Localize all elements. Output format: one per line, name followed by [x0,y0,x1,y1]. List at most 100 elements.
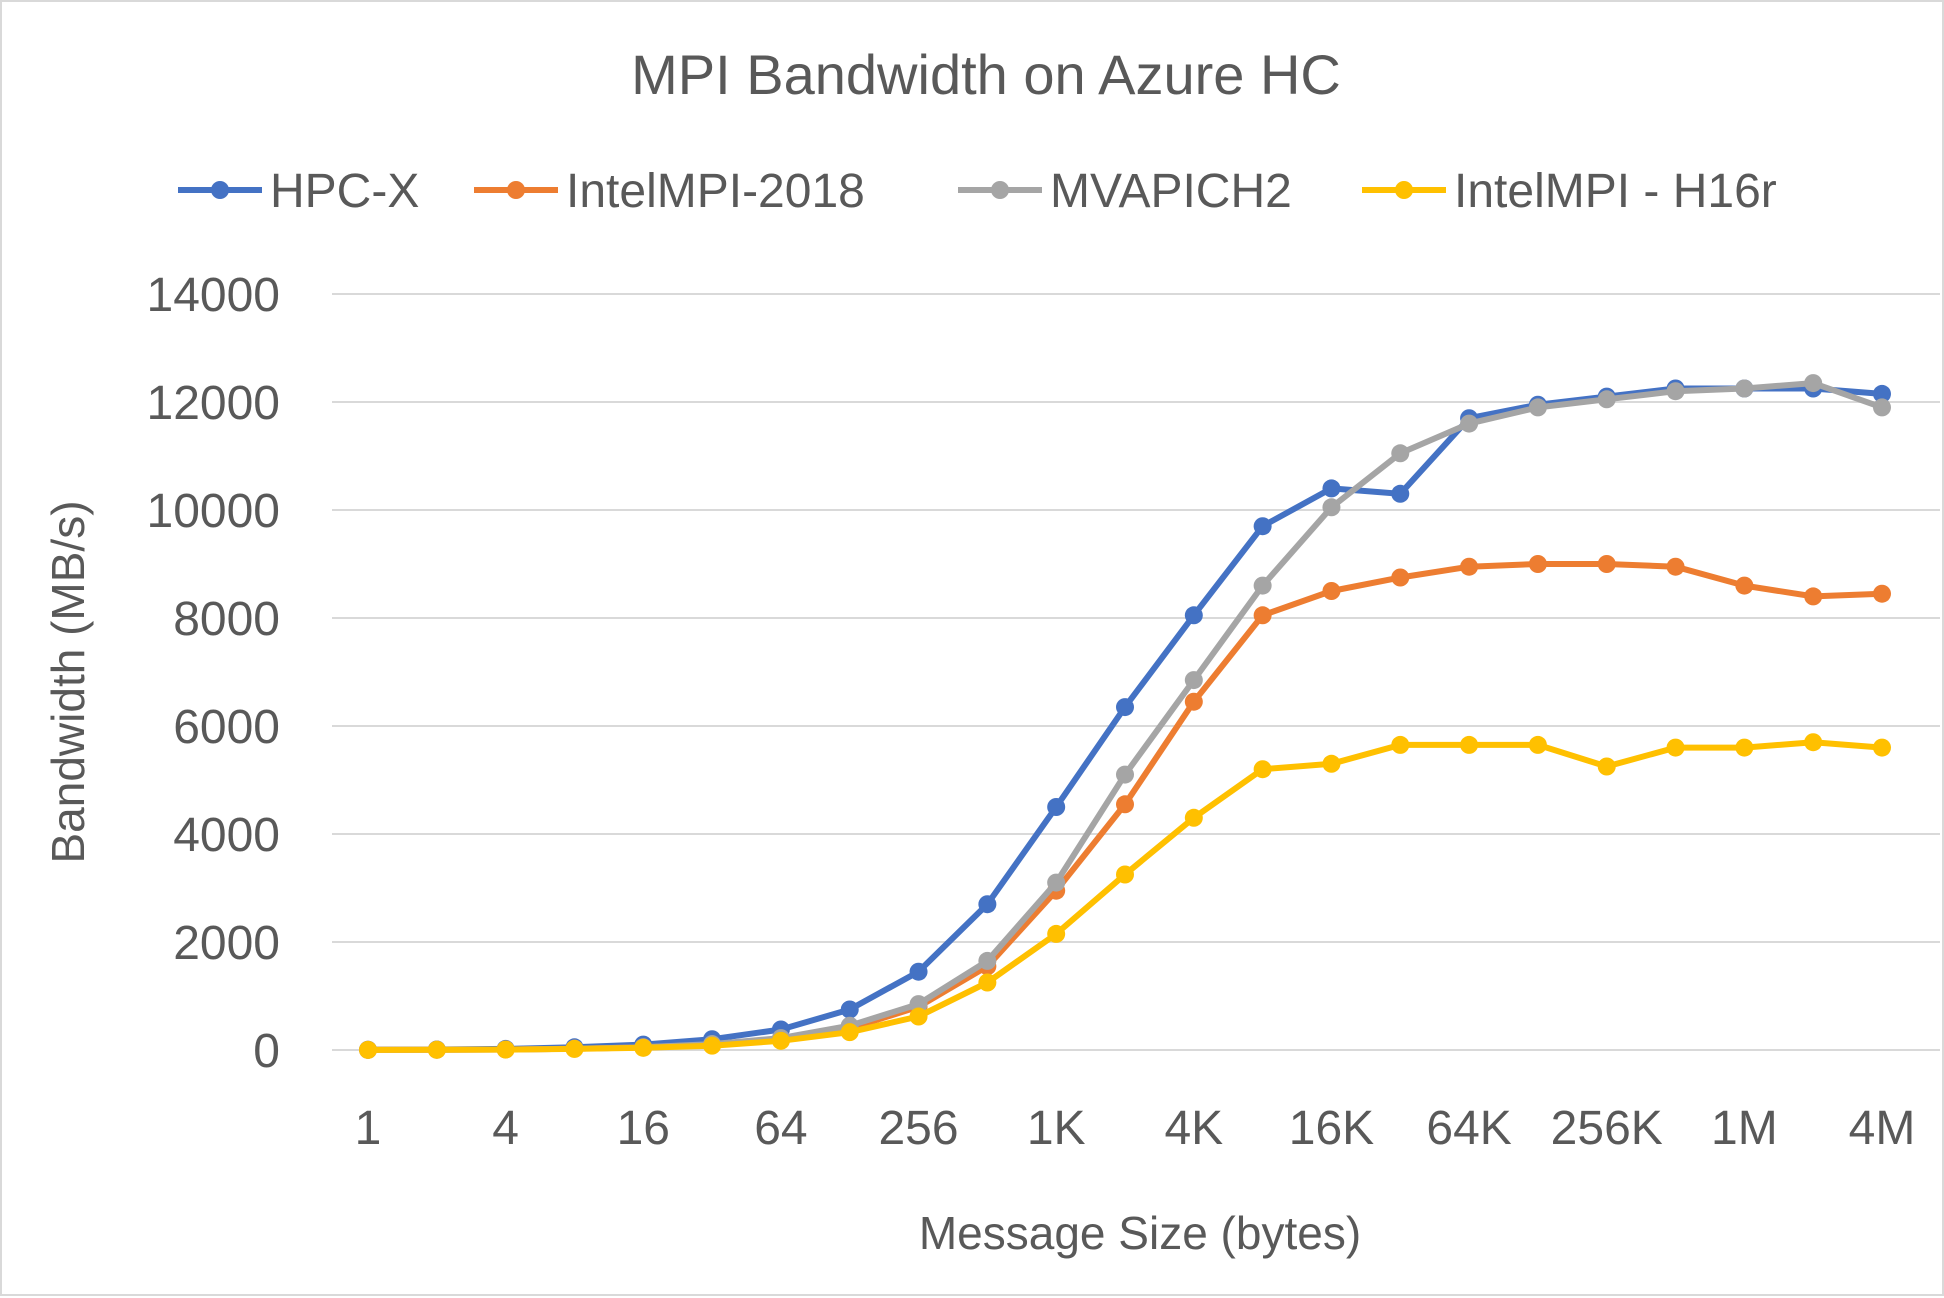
data-point [1116,698,1134,717]
data-point [1873,738,1891,757]
legend: HPC-X IntelMPI-2018 MVAPICH2 IntelMPI - H16… [178,165,1777,218]
y-tick-label: 0 [253,1025,280,1078]
series-intelmpi-2018 [359,555,1891,1059]
y-tick-label: 14000 [147,269,280,322]
data-point [1184,671,1203,690]
data-point [1253,576,1272,595]
data-point [1528,398,1547,417]
series-line [365,385,1885,1053]
x-tick-label: 4M [1849,1102,1916,1155]
data-point [1666,557,1685,576]
data-point [1735,379,1754,398]
data-point [1116,765,1134,784]
data-point [1391,568,1410,587]
series-line [365,739,1885,1053]
data-point [1735,576,1754,595]
y-tick-label: 12000 [147,377,280,430]
data-point [1047,873,1066,892]
data-point [840,1000,859,1019]
y-tick-label: 4000 [173,809,280,862]
series-intelmpi-h16r [359,733,1891,1059]
y-axis-title: Bandwidth (MB/s) [42,500,94,863]
legend-label: IntelMPI-2018 [566,165,865,218]
data-point [1460,414,1479,433]
series-layer [359,374,1891,1059]
data-point [634,1038,653,1057]
data-point [978,973,997,992]
data-point [1322,582,1341,600]
data-point [1253,760,1272,779]
x-tick-label: 1 [355,1102,382,1155]
data-point [1391,484,1410,503]
data-point [496,1040,515,1059]
data-point [1597,757,1616,776]
x-tick-label: 256K [1551,1102,1663,1155]
data-point [1116,865,1134,884]
legend-label: MVAPICH2 [1050,165,1292,218]
y-tick-label: 2000 [173,917,280,970]
x-tick-label: 256 [878,1102,958,1155]
data-point [1528,735,1547,754]
data-point [1460,557,1479,576]
data-point [1391,444,1410,463]
series-line [365,380,1885,1053]
data-point [1047,924,1066,943]
legend-item: HPC-X [178,165,419,218]
data-point [1804,374,1823,393]
series-hpc-x [359,379,1891,1059]
data-point [1597,555,1616,573]
x-axis-title: Message Size (bytes) [919,1207,1361,1259]
chart-title: MPI Bandwidth on Azure HC [631,43,1341,106]
data-point [909,995,928,1014]
data-point [1322,498,1341,517]
x-tick-label: 64 [754,1102,807,1155]
data-point [1666,738,1685,757]
data-point [1873,584,1891,603]
data-point [359,1040,377,1059]
y-tick-label: 8000 [173,593,280,646]
x-tick-label: 16K [1289,1102,1374,1155]
data-point [1116,795,1134,814]
data-point [1804,587,1823,606]
legend-label: IntelMPI - H16r [1454,165,1777,218]
x-tick-label: 4K [1164,1102,1223,1155]
data-point [909,1007,928,1026]
data-point [1322,479,1341,498]
data-point [1804,733,1823,752]
data-point [427,1040,446,1059]
x-tick-label: 64K [1426,1102,1511,1155]
y-axis-ticks: 0 2000 4000 6000 8000 10000 12000 14000 [147,269,280,1078]
x-axis-ticks: 1 4 16 64 256 1K 4K 16K 64K 256K 1M 4M [355,1102,1916,1155]
data-point [1322,754,1341,773]
data-point [1735,738,1754,757]
data-point [840,1023,859,1042]
data-point [1528,555,1547,573]
data-point [771,1031,790,1050]
x-tick-label: 4 [492,1102,519,1155]
x-tick-label: 16 [617,1102,670,1155]
legend-swatch-marker [507,181,525,199]
data-point [1391,735,1410,754]
data-point [1253,517,1272,536]
data-point [1047,798,1066,816]
y-tick-label: 10000 [147,485,280,538]
data-point [1253,606,1272,625]
legend-swatch-marker [991,181,1009,199]
data-point [1184,692,1203,711]
data-point [1184,606,1203,625]
data-point [1460,735,1479,754]
legend-item: MVAPICH2 [958,165,1292,218]
data-point [565,1039,584,1058]
data-point [703,1036,722,1055]
data-point [978,895,997,914]
data-point [909,962,928,981]
gridlines [332,293,1940,1051]
data-point [1873,384,1891,403]
data-point [1873,398,1891,417]
data-point [1666,382,1685,401]
legend-label: HPC-X [270,165,419,218]
data-point [1184,808,1203,827]
x-tick-label: 1K [1027,1102,1086,1155]
